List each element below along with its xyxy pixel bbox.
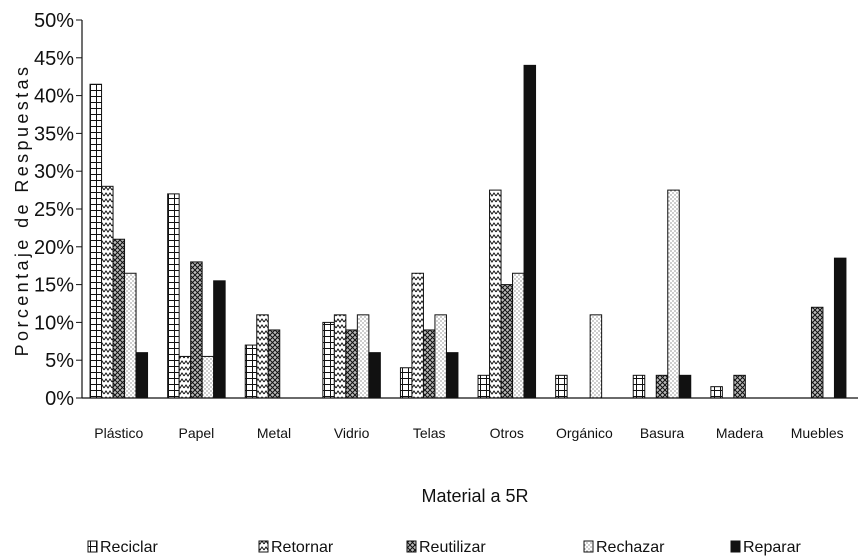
bar-reciclar-1 [167,193,180,399]
bar-reparar-9 [833,257,847,399]
category-label: Vidrio [334,425,370,441]
bar-reutilizar-9 [810,306,824,399]
legend-label-reciclar: Reciclar [100,539,158,556]
category-label: Otros [490,425,524,441]
legend: Reciclar Retornar Reutilizar Rechazar Repara… [87,539,801,556]
bar-reutilizar-8 [733,374,746,399]
y-tick-label: 15% [34,275,74,297]
y-tick-label: 25% [34,199,74,221]
category-label: Telas [413,425,446,441]
category-label: Papel [178,425,214,441]
bar-reciclar-5 [477,374,491,399]
legend-swatch-reciclar [87,540,98,553]
bar-rechazar-1 [201,355,215,399]
bar-reparar-1 [213,280,226,399]
legend-label-reparar: Reparar [743,539,801,556]
category-label: Madera [716,425,764,441]
bar-rechazar-7 [667,189,680,399]
y-tick-label: 50% [34,10,74,32]
y-axis-ticks: 0% 5% 10% 15% 20% 25% 30% 35% 40% 45% 50% [34,10,82,410]
bar-retornar-5 [489,189,502,399]
bar-reutilizar-7 [655,374,669,399]
legend-label-reutilizar: Reutilizar [419,539,486,556]
bar-reciclar-8 [710,386,723,399]
y-tick-label: 30% [34,161,74,183]
bar-rechazar-0 [124,272,137,399]
bar-reutilizar-3 [345,329,358,399]
category-labels: Plástico Papel Metal Vidrio Telas Otros Orgáni… [94,425,843,441]
bar-reutilizar-1 [190,261,203,399]
y-tick-label: 40% [34,86,74,108]
y-tick-label: 0% [45,388,74,410]
legend-label-rechazar: Rechazar [596,539,665,556]
legend-swatch-retornar [258,540,269,553]
legend-swatch-reutilizar [406,540,417,553]
y-tick-label: 45% [34,48,74,70]
x-axis-title: Material a 5R [421,486,528,506]
bar-reparar-7 [678,374,692,399]
bar-retornar-1 [178,355,192,399]
y-tick-label: 10% [34,312,74,334]
y-tick-label: 35% [34,123,74,145]
bar-rechazar-3 [356,314,370,399]
category-label: Basura [640,425,685,441]
bar-reutilizar-5 [500,284,514,399]
legend-swatch-rechazar [583,540,594,553]
bar-retornar-2 [256,314,269,399]
bar-reciclar-4 [399,367,413,399]
bar-reciclar-2 [244,344,258,399]
legend-swatch-reparar [730,540,741,553]
category-label: Muebles [791,425,844,441]
bar-retornar-0 [101,185,114,399]
legend-label-retornar: Retornar [271,539,334,556]
bar-retornar-4 [411,272,424,399]
bar-reciclar-0 [89,83,103,399]
bar-rechazar-5 [512,272,525,399]
bar-rechazar-4 [434,314,447,399]
y-tick-label: 20% [34,237,74,259]
bars [89,64,847,399]
bar-rechazar-6 [589,314,603,399]
bar-reparar-4 [445,352,459,399]
bar-reutilizar-0 [112,238,126,399]
category-label: Orgánico [556,425,613,441]
bar-reciclar-7 [632,374,646,399]
bar-retornar-3 [333,314,347,399]
y-tick-label: 5% [45,350,74,372]
bar-reutilizar-2 [267,329,281,399]
bar-reutilizar-4 [422,329,436,399]
bar-reparar-0 [135,352,149,399]
bar-reciclar-6 [555,374,568,399]
axes [81,20,858,399]
category-label: Metal [257,425,291,441]
bar-reparar-3 [368,352,381,399]
category-label: Plástico [94,425,143,441]
y-axis-title: Porcentaje de Respuestas [12,64,32,357]
bar-reciclar-3 [322,321,335,399]
bar-reparar-5 [523,64,537,399]
